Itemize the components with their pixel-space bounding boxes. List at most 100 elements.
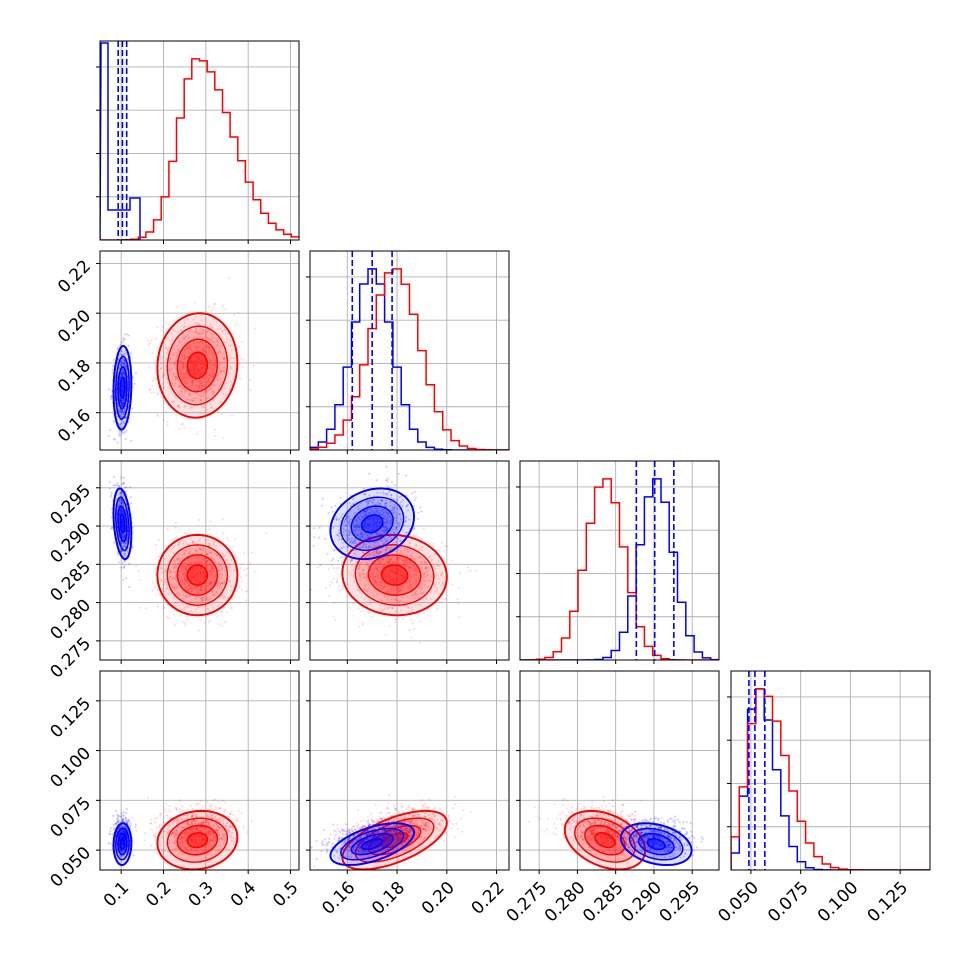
point-series-b: [225, 559, 228, 562]
point-series-b: [179, 320, 182, 323]
point-series-b: [179, 360, 181, 363]
point-series-b: [208, 337, 211, 340]
point-series-a: [123, 535, 126, 538]
point-series-b: [179, 340, 182, 343]
point-series-b: [183, 383, 186, 386]
point-series-a: [131, 407, 134, 410]
point-series-b: [198, 629, 200, 632]
point-series-b: [206, 553, 208, 556]
point-series-a: [110, 494, 113, 497]
point-series-b: [183, 572, 186, 575]
point-series-a: [119, 376, 122, 379]
point-series-a: [120, 511, 123, 514]
point-series-a: [120, 373, 123, 376]
point-series-b: [201, 558, 204, 561]
point-series-b: [210, 566, 213, 569]
point-series-b: [222, 554, 225, 557]
point-series-b: [177, 393, 180, 396]
point-series-b: [186, 605, 189, 608]
point-series-a: [121, 353, 124, 356]
point-series-b: [211, 565, 214, 568]
point-series-b: [189, 587, 192, 589]
point-series-b: [189, 564, 192, 567]
point-series-a: [393, 483, 396, 486]
point-series-b: [198, 395, 201, 398]
point-series-b: [338, 585, 341, 588]
point-series-b: [160, 362, 163, 365]
point-series-b: [204, 335, 207, 338]
point-series-b: [207, 600, 210, 603]
point-series-b: [195, 562, 197, 565]
point-series-b: [172, 585, 175, 588]
point-series-a: [122, 504, 125, 507]
point-series-b: [189, 347, 191, 350]
point-series-b: [221, 356, 223, 359]
point-series-b: [202, 362, 205, 364]
point-series-b: [200, 366, 203, 369]
point-series-b: [361, 623, 364, 626]
point-series-b: [214, 363, 217, 366]
point-series-b: [204, 574, 207, 577]
histogram-series-b: [100, 58, 299, 240]
point-series-b: [182, 365, 185, 368]
point-series-a: [120, 389, 123, 392]
point-series-a: [122, 357, 125, 360]
point-series-b: [199, 380, 202, 383]
point-series-b: [156, 325, 159, 328]
point-series-b: [204, 605, 207, 607]
point-series-b: [203, 358, 206, 361]
point-series-b: [210, 549, 213, 552]
point-series-b: [230, 606, 233, 609]
point-series-b: [201, 597, 204, 600]
point-series-b: [192, 560, 195, 563]
point-series-a: [122, 340, 125, 343]
point-series-a: [119, 509, 122, 512]
point-series-b: [162, 587, 164, 590]
point-series-b: [213, 558, 215, 561]
point-series-b: [229, 367, 232, 370]
point-series-b: [193, 322, 196, 325]
point-series-a: [386, 477, 389, 480]
point-series-b: [196, 384, 199, 387]
point-series-b: [210, 573, 213, 576]
y-tick-label: 0.22: [54, 256, 95, 297]
point-series-b: [194, 550, 197, 553]
point-series-b: [198, 363, 201, 366]
point-series-b: [186, 560, 189, 563]
point-series-b: [178, 385, 181, 388]
density-series-b: [178, 340, 217, 391]
point-series-b: [183, 606, 186, 609]
point-series-b: [151, 351, 154, 354]
point-series-b: [217, 341, 220, 343]
point-series-b: [189, 569, 192, 572]
point-series-a: [120, 506, 123, 509]
point-series-a: [121, 402, 124, 405]
point-series-b: [200, 368, 203, 370]
point-series-b: [185, 388, 188, 391]
point-series-b: [203, 557, 206, 560]
point-series-b: [220, 413, 223, 416]
point-series-b: [209, 369, 212, 372]
point-series-b: [180, 566, 183, 569]
point-series-b: [216, 328, 219, 331]
point-series-b: [207, 347, 210, 349]
point-series-b: [171, 586, 174, 589]
point-series-a: [123, 534, 126, 537]
point-series-b: [189, 394, 192, 397]
point-series-b: [196, 345, 199, 348]
point-series-b: [189, 595, 191, 598]
point-series-a: [123, 534, 126, 537]
point-series-b: [218, 347, 221, 350]
point-series-b: [195, 397, 198, 400]
point-series-a: [123, 361, 126, 364]
point-series-b: [177, 543, 180, 546]
point-series-b: [220, 566, 223, 569]
point-series-b: [190, 586, 193, 589]
point-series-b: [194, 329, 197, 332]
point-series-b: [213, 355, 216, 358]
y-tick-label: 0.290: [47, 519, 96, 568]
point-series-b: [200, 384, 203, 387]
point-series-a: [122, 362, 124, 365]
point-series-b: [202, 377, 205, 379]
point-series-b: [243, 568, 246, 571]
